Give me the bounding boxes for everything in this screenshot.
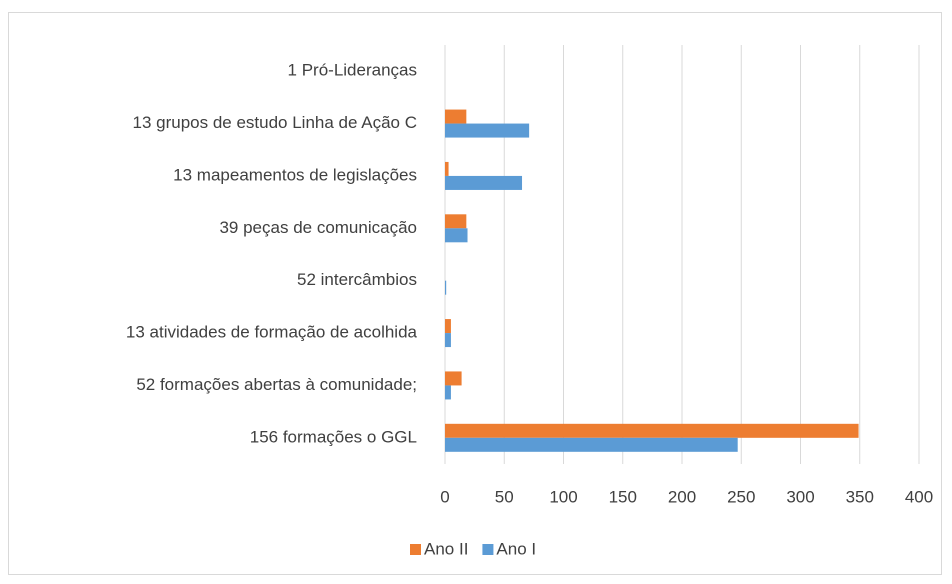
y-tick-label: 13 mapeamentos de legislações [173,165,417,184]
x-tick-label: 100 [549,487,577,506]
bar [445,161,449,176]
x-tick-label: 400 [905,487,933,506]
bar [445,437,738,452]
y-tick-label: 13 atividades de formação de acolhida [126,323,418,342]
x-tick-label: 200 [668,487,696,506]
legend-label: Ano I [496,539,536,558]
x-tick-label: 350 [846,487,874,506]
y-tick-label: 156 formações o GGL [250,427,417,446]
bar [445,371,462,386]
bar [445,228,468,243]
x-tick-label: 0 [440,487,449,506]
legend-swatch [482,544,494,555]
legend-swatch [410,544,421,555]
y-tick-label: 13 grupos de estudo Linha de Ação C [133,113,418,132]
x-tick-label: 150 [609,487,637,506]
y-tick-label: 39 peças de comunicação [219,218,417,237]
x-tick-label: 300 [786,487,814,506]
bar [445,109,467,124]
bar [445,333,451,348]
bar [445,214,467,229]
bar [445,423,859,438]
y-tick-label: 52 intercâmbios [297,270,417,289]
y-tick-label: 52 formações abertas à comunidade; [136,375,417,394]
legend-label: Ano II [424,539,468,558]
bar [445,280,447,295]
x-tick-label: 250 [727,487,755,506]
x-tick-label: 50 [495,487,514,506]
bar [445,175,523,190]
chart-frame [8,12,942,575]
bar [445,385,451,400]
bar [445,123,530,138]
y-tick-label: 1 Pró-Lideranças [288,61,417,80]
bar [445,319,451,334]
